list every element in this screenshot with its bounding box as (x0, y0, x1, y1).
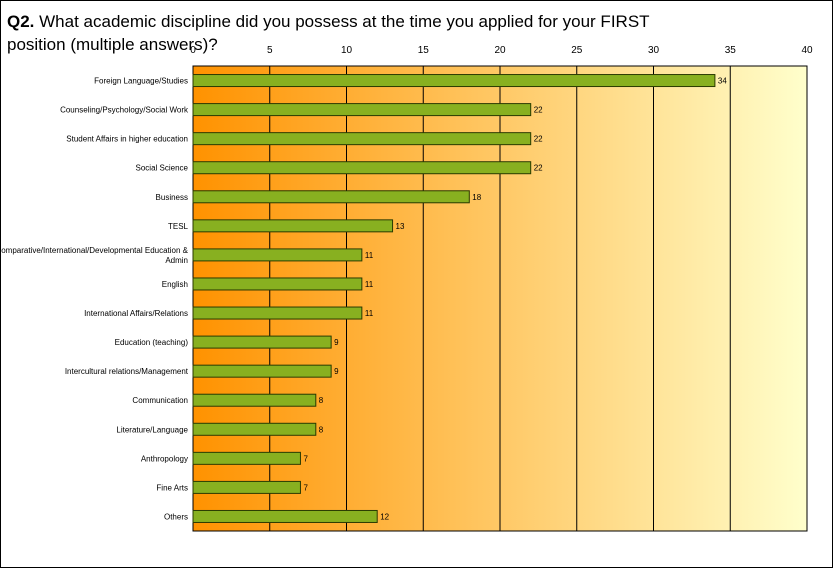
category-label: Student Affairs in higher education (66, 135, 188, 144)
x-tick-label: 35 (725, 45, 737, 56)
x-axis-ticks: 0 5 10 15 20 25 30 35 40 (190, 45, 813, 56)
x-tick-label: 5 (267, 45, 273, 56)
category-label: Literature/Language (116, 425, 188, 434)
category-label: Counseling/Psychology/Social Work (60, 106, 189, 115)
data-label: 11 (365, 309, 374, 318)
category-label: English (162, 280, 188, 289)
x-tick-label: 40 (801, 45, 813, 56)
data-label: 7 (303, 454, 308, 463)
bar (192, 306, 363, 320)
category-label: Education (teaching) (115, 338, 189, 347)
x-tick-label: 25 (571, 45, 583, 56)
data-label: 22 (534, 106, 543, 115)
category-label: Others (164, 512, 188, 521)
x-tick-label: 10 (341, 45, 353, 56)
data-label: 22 (534, 164, 543, 173)
category-label: Foreign Language/Studies (94, 77, 188, 86)
bar (192, 451, 301, 465)
category-label: Communication (132, 396, 188, 405)
bar (192, 103, 532, 117)
category-label: Intercultural relations/Management (65, 367, 189, 376)
bar (192, 132, 532, 146)
bar (192, 190, 470, 204)
x-tick-label: 30 (648, 45, 660, 56)
data-label: 11 (365, 251, 374, 260)
chart-title-text: What academic discipline did you possess… (7, 12, 650, 54)
bar (192, 248, 363, 262)
chart-title-prefix: Q2. (7, 12, 35, 31)
category-label: Business (156, 193, 188, 202)
data-label: 12 (380, 512, 389, 521)
bar (192, 364, 332, 378)
category-label: Anthropology (141, 454, 188, 463)
bar (192, 393, 317, 407)
x-tick-label: 20 (494, 45, 506, 56)
category-label: International Affairs/Relations (84, 309, 188, 318)
bar (192, 219, 394, 233)
category-label: Comparative/International/Developmental … (0, 246, 189, 265)
category-label: Social Science (136, 164, 189, 173)
data-label: 9 (334, 367, 339, 376)
bar (192, 335, 332, 349)
data-labels: 34 22 22 22 18 13 11 11 11 9 9 8 8 7 7 12 (303, 77, 727, 522)
x-tick-label: 15 (418, 45, 430, 56)
bars (192, 74, 716, 523)
category-label: TESL (168, 222, 189, 231)
bar (192, 74, 716, 88)
bar (192, 277, 363, 291)
data-label: 9 (334, 338, 339, 347)
bar (192, 509, 378, 523)
data-label: 8 (319, 396, 324, 405)
data-label: 18 (472, 193, 481, 202)
chart-title: Q2. What academic discipline did you pos… (7, 10, 707, 56)
bar (192, 161, 532, 175)
x-tick-label: 0 (190, 45, 196, 56)
data-label: 11 (365, 280, 374, 289)
bar (192, 422, 317, 436)
data-label: 22 (534, 135, 543, 144)
bar (192, 480, 301, 494)
data-label: 7 (303, 483, 308, 492)
data-label: 34 (718, 77, 727, 86)
data-label: 8 (319, 425, 324, 434)
category-label: Fine Arts (156, 483, 188, 492)
data-label: 13 (396, 222, 405, 231)
category-labels: Foreign Language/Studies Counseling/Psych… (0, 77, 189, 522)
